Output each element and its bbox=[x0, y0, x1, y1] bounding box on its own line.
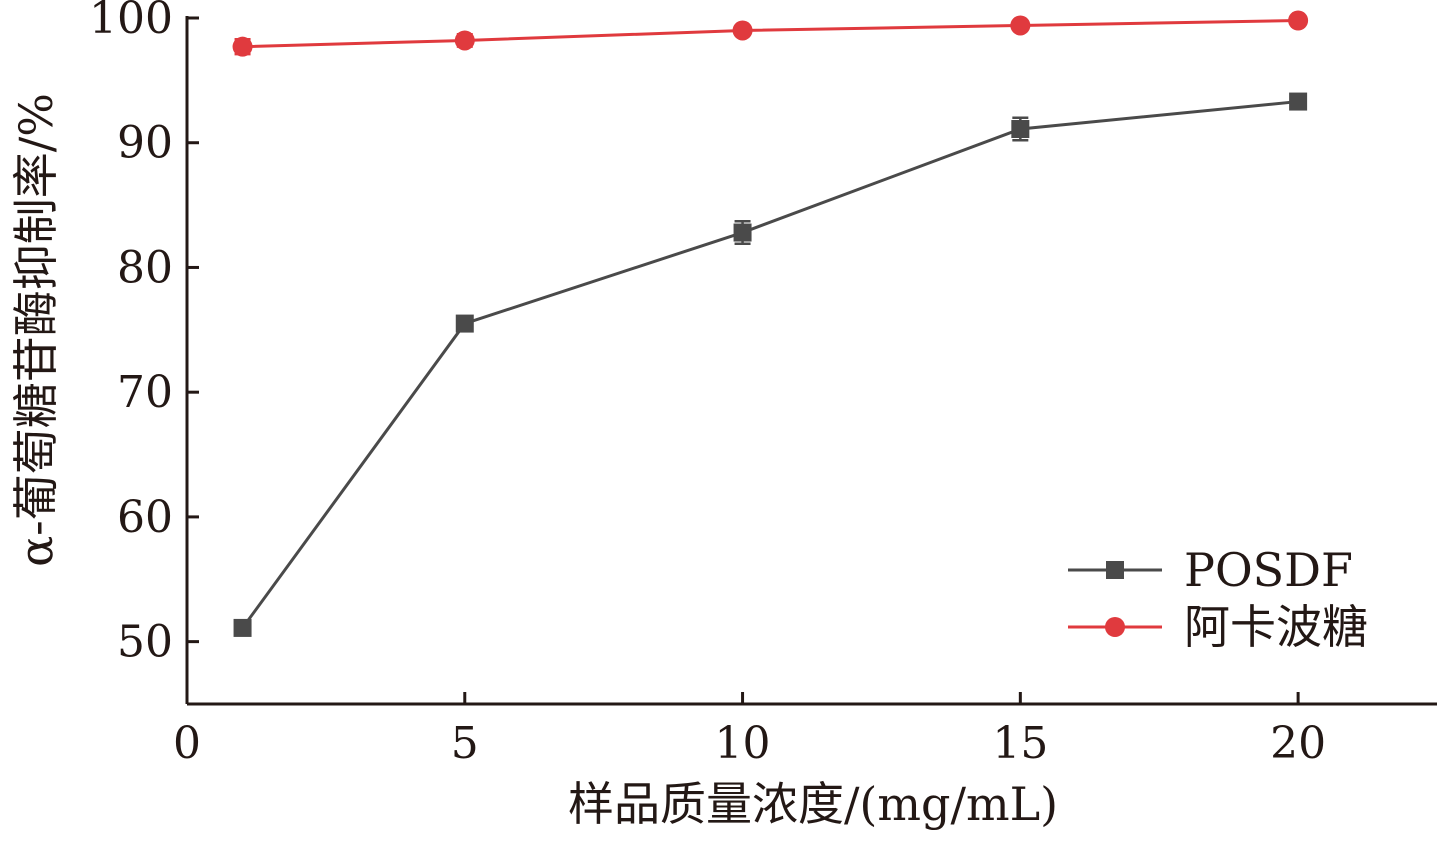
axes: 50 60 70 80 90 100 0 5 10 15 20 bbox=[89, 0, 1437, 769]
data-point bbox=[455, 314, 474, 333]
x-tick-label: 10 bbox=[715, 718, 771, 769]
data-point bbox=[1289, 92, 1308, 111]
data-point bbox=[1288, 10, 1309, 31]
plot-area bbox=[232, 10, 1309, 637]
y-tick-label: 50 bbox=[117, 617, 173, 668]
x-tick-label: 20 bbox=[1270, 718, 1326, 769]
x-tick-label: 15 bbox=[992, 718, 1048, 769]
legend-marker bbox=[1105, 617, 1125, 637]
legend-marker bbox=[1106, 561, 1124, 579]
data-point bbox=[454, 30, 475, 51]
y-tick-label: 60 bbox=[117, 492, 173, 543]
data-point bbox=[1010, 15, 1031, 36]
series-line bbox=[242, 18, 1299, 49]
data-point bbox=[732, 20, 753, 41]
legend-label: POSDF bbox=[1184, 543, 1353, 597]
y-tick-label: 100 bbox=[89, 0, 173, 44]
series-line bbox=[241, 100, 1299, 629]
data-point bbox=[233, 618, 252, 637]
legend-label: 阿卡波糖 bbox=[1184, 600, 1368, 654]
series-1 bbox=[233, 92, 1308, 637]
legend-item: POSDF bbox=[1068, 543, 1353, 597]
y-tick-label: 90 bbox=[117, 118, 173, 169]
y-tick-label: 80 bbox=[117, 242, 173, 293]
data-point bbox=[1011, 120, 1030, 139]
data-point bbox=[232, 36, 253, 57]
data-point bbox=[733, 223, 752, 242]
series-2 bbox=[232, 10, 1309, 57]
y-tick-label: 70 bbox=[117, 367, 173, 418]
x-axis-title: 样品质量浓度/(mg/mL) bbox=[568, 777, 1058, 831]
legend-item: 阿卡波糖 bbox=[1068, 600, 1368, 654]
x-tick-label: 0 bbox=[173, 718, 201, 769]
y-axis-title: α-葡萄糖苷酶抑制率/% bbox=[9, 93, 63, 567]
x-tick-label: 5 bbox=[451, 718, 479, 769]
